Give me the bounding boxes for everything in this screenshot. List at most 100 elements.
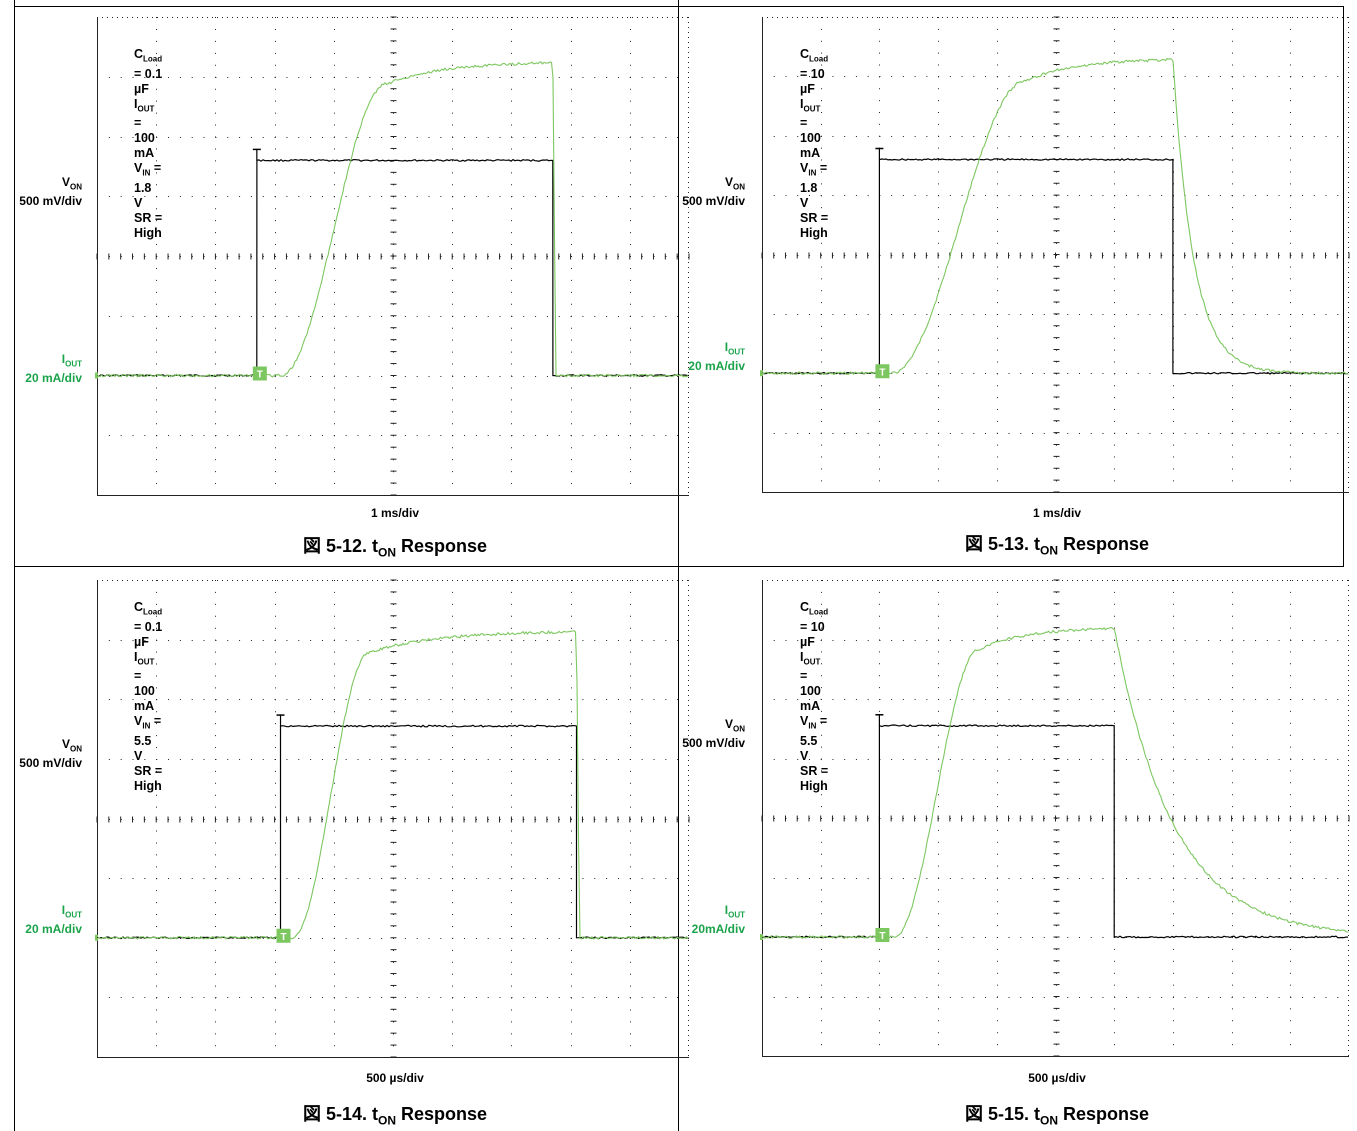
time-division-label: 500 µs/div [366,1071,424,1085]
iout-axis-label: IOUT 20 mA/div [0,903,82,936]
von-axis-label: VON 500 mV/div [0,737,82,770]
condition-subscript: OUT [803,104,821,113]
test-conditions: CLoad = 0.1 µF IOUT = 100 mA VIN = 1.8 V SR… [134,47,162,241]
condition-symbol: I [134,649,138,664]
condition-subscript: Load [143,607,163,617]
time-division-label: 500 µs/div [1028,1071,1086,1085]
condition-line: SR = High [134,211,162,241]
condition-symbol: C [134,47,144,61]
condition-symbol: C [134,600,144,614]
figure-caption: 図 5-15. tON Response [887,1100,1227,1128]
von-scale: 500 mV/div [682,736,745,751]
condition-value: = 100 mA [134,669,155,713]
iout-trace [762,627,1349,940]
iout-trace [96,61,689,378]
frame-right [1343,6,1344,566]
von-scale: 500 mV/div [19,194,82,209]
condition-symbol: V [800,161,809,175]
von-symbol-sub: ON [733,182,745,192]
iout-symbol-main: I [61,903,66,917]
condition-line: VIN = 1.8 V [134,161,162,211]
condition-value: = 10 µF [800,619,825,649]
von-trace [96,724,690,940]
condition-line: IOUT = 100 mA [800,97,828,162]
caption-prefix: 図 5-15. t [964,1104,1040,1124]
scope-plot-fig-5-13: T [760,16,1350,493]
condition-line: CLoad = 10 µF [800,600,828,650]
test-conditions: CLoad = 10 µF IOUT = 100 mA VIN = 1.8 V SR … [800,47,828,241]
von-symbol-sub: ON [70,744,82,754]
von-symbol-main: V [724,175,733,189]
von-symbol-main: V [61,175,70,189]
iout-channel-marker-label: T [280,932,286,943]
von-symbol: VON [655,717,745,736]
von-axis-label: VON 500 mV/div [655,175,745,208]
ground-marker [760,370,763,377]
condition-symbol: SR = High [800,763,829,793]
caption-subscript: ON [1040,543,1058,558]
condition-line: CLoad = 10 µF [800,47,828,97]
iout-channel-marker-label: T [257,370,263,381]
caption-prefix: 図 5-14. t [302,1104,378,1124]
von-axis-label: VON 500 mV/div [0,175,82,208]
iout-scale: 20 mA/div [25,371,82,386]
condition-symbol: I [800,649,804,664]
iout-scale: 20 mA/div [25,922,82,937]
condition-symbol: C [800,47,810,61]
frame-middle [14,566,1344,567]
figure-caption: 図 5-12. tON Response [225,532,565,560]
iout-symbol-main: I [61,352,66,366]
caption-suffix: Response [1058,1104,1150,1124]
condition-value: = 0.1 µF [134,66,163,96]
frame-center [678,0,679,1131]
condition-subscript: OUT [137,657,155,666]
condition-symbol: SR = High [134,210,163,240]
iout-axis-label: IOUT 20mA/div [655,903,745,936]
iout-channel-marker [276,928,291,943]
caption-subscript: ON [378,545,396,560]
caption-subscript: ON [378,1113,396,1128]
test-conditions: CLoad = 0.1 µF IOUT = 100 mA VIN = 5.5 V SR… [134,600,162,794]
condition-value: = 100 mA [800,116,821,160]
von-scale: 500 mV/div [682,194,745,209]
von-symbol-sub: ON [70,182,82,192]
von-axis-label: VON 500 mV/div [655,717,745,750]
iout-channel-marker [875,928,890,942]
condition-value: = 0.1 µF [134,619,163,649]
scope-plot-fig-5-15: T [760,579,1350,1057]
iout-channel-marker-label: T [879,931,885,942]
time-division-label: 1 ms/div [370,506,420,520]
ground-marker [760,934,763,940]
iout-symbol-sub: OUT [65,910,82,920]
condition-symbol: I [134,96,138,111]
iout-axis-label: IOUT 20 mA/div [655,340,745,373]
condition-line: VIN = 1.8 V [800,161,828,211]
von-symbol-main: V [724,717,733,731]
caption-subscript: ON [1040,1113,1058,1128]
condition-symbol: SR = High [800,210,829,240]
von-symbol: VON [655,175,745,194]
von-symbol-sub: ON [733,724,745,734]
iout-channel-marker [875,364,890,379]
iout-scale: 20 mA/div [688,359,745,374]
condition-line: CLoad = 0.1 µF [134,47,162,97]
iout-scale: 20mA/div [691,922,745,937]
condition-symbol: V [134,161,143,175]
condition-value: = 100 mA [800,669,821,713]
ground-marker [95,934,98,941]
iout-channel-marker [252,366,267,381]
scope-plot-fig-5-14: T [95,579,690,1058]
frame-top [14,6,1344,7]
von-symbol: VON [0,737,82,756]
iout-symbol-main: I [724,340,729,354]
ground-marker [95,372,98,379]
condition-subscript: Load [809,607,829,617]
condition-line: SR = High [800,764,828,794]
von-symbol-main: V [61,737,70,751]
condition-subscript: Load [809,54,829,64]
iout-symbol-main: I [724,903,729,917]
iout-trace [96,630,689,940]
iout-symbol-sub: OUT [728,910,745,920]
condition-subscript: Load [143,54,163,64]
iout-symbol: IOUT [0,352,82,371]
